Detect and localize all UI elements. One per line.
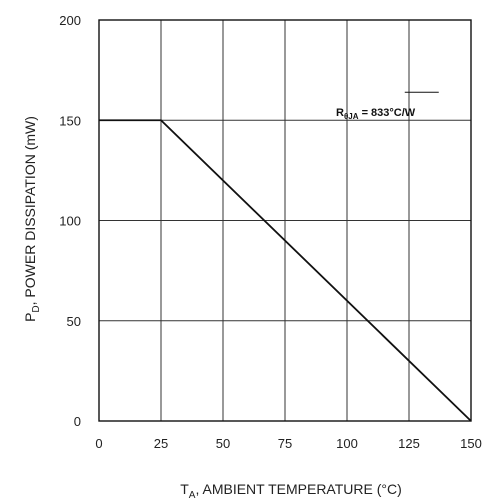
annotation-symbol: R <box>336 107 344 119</box>
plot-frame <box>98 19 472 422</box>
x-tick-label-100: 100 <box>336 436 358 451</box>
x-tick-label-25: 25 <box>154 436 168 451</box>
x-tick-label-0: 0 <box>95 436 102 451</box>
x-tick-labels: 0 25 50 75 100 125 150 <box>95 436 481 451</box>
y-axis-subscript: D <box>31 305 42 312</box>
x-axis-rest: , AMBIENT TEMPERATURE (°C) <box>195 481 401 497</box>
y-axis-rest: , POWER DISSIPATION (mW) <box>22 116 38 305</box>
x-tick-label-125: 125 <box>398 436 420 451</box>
x-axis-symbol: T <box>180 481 189 497</box>
y-tick-label-200: 200 <box>59 13 81 28</box>
rthja-annotation: RθJA = 833°C/W <box>336 107 416 121</box>
x-axis-subscript: A <box>189 490 196 501</box>
y-tick-label-50: 50 <box>67 314 81 329</box>
y-tick-label-150: 150 <box>59 113 81 128</box>
plot-border <box>98 19 472 422</box>
grid-lines <box>99 20 471 421</box>
x-tick-label-50: 50 <box>216 436 230 451</box>
y-tick-labels: 0 50 100 150 200 <box>59 13 81 429</box>
y-tick-label-100: 100 <box>59 214 81 229</box>
annotation-subscript: θJA <box>344 112 359 121</box>
x-tick-label-150: 150 <box>460 436 482 451</box>
annotation-value: = 833°C/W <box>359 107 416 119</box>
x-tick-label-75: 75 <box>278 436 292 451</box>
series-lines <box>98 91 472 422</box>
x-axis-title: TA, AMBIENT TEMPERATURE (°C) <box>180 481 402 501</box>
y-axis-title: PD, POWER DISSIPATION (mW) <box>22 116 42 322</box>
y-axis-symbol: P <box>22 313 38 322</box>
y-tick-label-0: 0 <box>74 414 81 429</box>
